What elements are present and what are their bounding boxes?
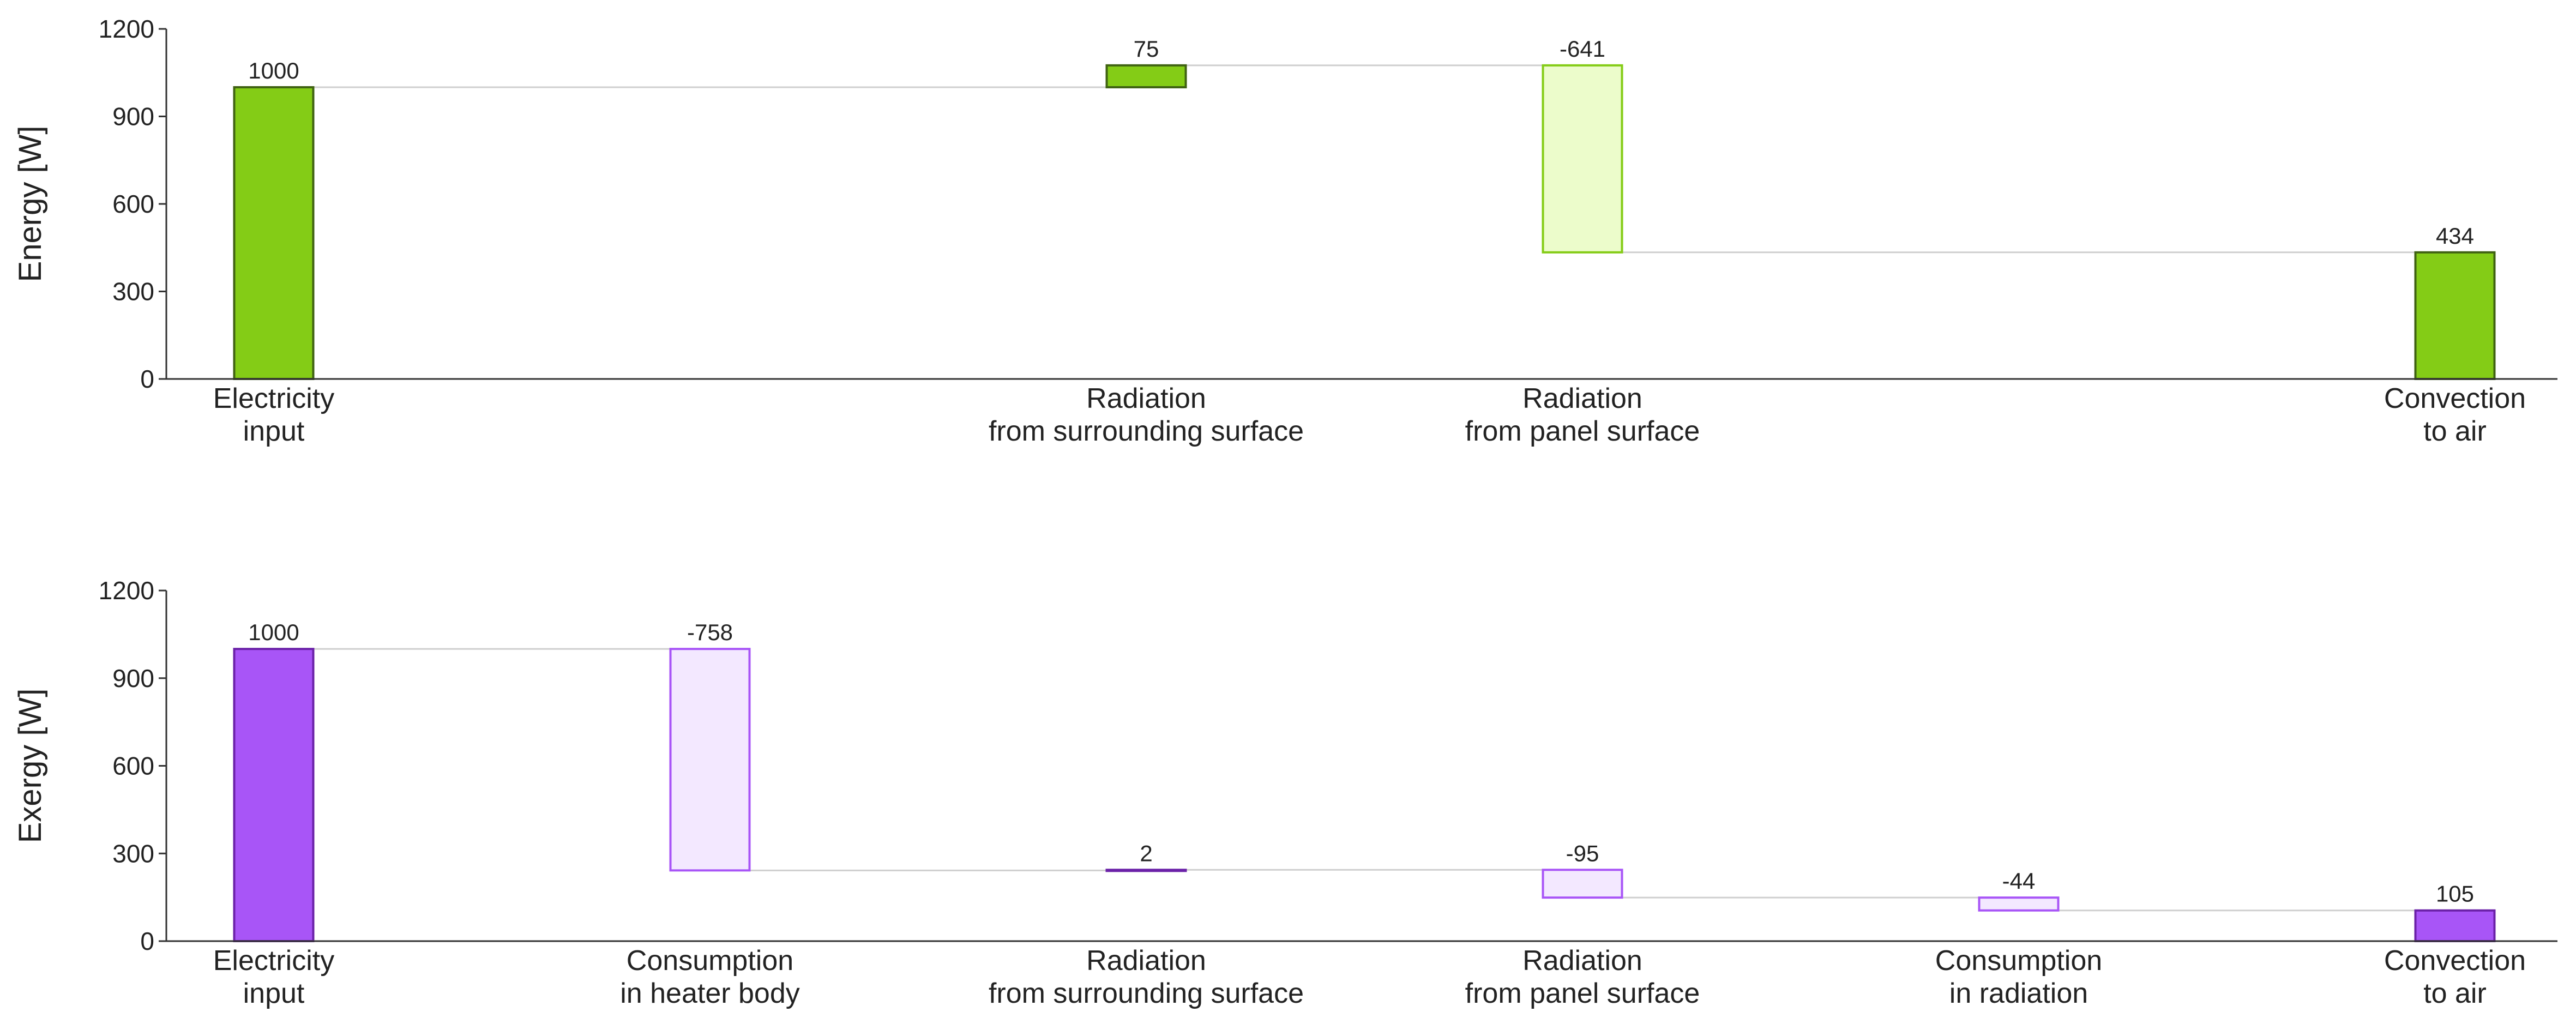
category-label-line: from surrounding surface — [989, 415, 1304, 447]
data-label: -95 — [1566, 840, 1599, 866]
y-tick-label: 1200 — [99, 576, 154, 605]
category-label: Radiation from surrounding surface — [989, 945, 1304, 1009]
bar — [669, 648, 751, 872]
category-label-line: in heater body — [620, 978, 800, 1009]
y-tick-label: 900 — [112, 103, 154, 131]
data-label: 1000 — [248, 58, 299, 83]
data-label: 434 — [2436, 223, 2474, 249]
bar — [1978, 896, 2060, 912]
category-label-line: Convection — [2384, 945, 2526, 977]
category-label: Radiation from panel surface — [1465, 383, 1700, 447]
bar — [2414, 251, 2496, 380]
bar — [1542, 64, 1623, 254]
y-tick-label: 0 — [140, 927, 154, 955]
category-label: Electricity input — [213, 945, 334, 1009]
category-label-line: Convection — [2384, 383, 2526, 414]
category-label-line: from surrounding surface — [989, 978, 1304, 1009]
category-label-line: in radiation — [1949, 978, 2088, 1009]
y-tick-label: 300 — [112, 839, 154, 868]
y-axis-title: Exergy [W] — [13, 689, 48, 844]
bar — [233, 648, 315, 942]
category-label-line: from panel surface — [1465, 978, 1700, 1009]
y-tick-label: 0 — [140, 365, 154, 393]
category-label-line: Electricity — [213, 945, 334, 977]
data-label: -758 — [687, 619, 733, 645]
data-label: -44 — [2002, 868, 2036, 894]
category-label-line: Electricity — [213, 383, 334, 414]
category-label-line: from panel surface — [1465, 415, 1700, 447]
y-tick-label: 900 — [112, 664, 154, 692]
category-label: Consumption in radiation — [1935, 945, 2102, 1009]
data-label: 105 — [2436, 881, 2474, 907]
bar — [1105, 64, 1187, 88]
bar — [1542, 869, 1623, 899]
data-label: 75 — [1134, 36, 1159, 62]
category-label-line: to air — [2423, 415, 2487, 447]
data-label: -641 — [1560, 36, 1605, 62]
y-tick-label: 600 — [112, 190, 154, 218]
y-axis-title: Energy [W] — [13, 126, 48, 282]
y-tick-label: 600 — [112, 752, 154, 780]
y-tick-label: 1200 — [99, 15, 154, 43]
category-label-line: to air — [2423, 978, 2487, 1009]
bar — [233, 86, 315, 380]
data-label: 1000 — [248, 619, 299, 645]
category-label-line: Consumption — [627, 945, 793, 977]
category-label: Radiation from surrounding surface — [989, 383, 1304, 447]
bar — [1105, 869, 1187, 872]
category-label-line: input — [243, 978, 305, 1009]
data-label: 2 — [1140, 840, 1152, 866]
category-label-line: Radiation — [1522, 945, 1642, 977]
category-label-line: Radiation — [1086, 383, 1206, 414]
category-label: Electricity input — [213, 383, 334, 447]
category-label-line: Consumption — [1935, 945, 2102, 977]
bar — [2414, 909, 2496, 943]
category-label: Consumption in heater body — [620, 945, 800, 1009]
category-label: Radiation from panel surface — [1465, 945, 1700, 1009]
category-label-line: Radiation — [1522, 383, 1642, 414]
category-label-line: input — [243, 415, 305, 447]
category-label-line: Radiation — [1086, 945, 1206, 977]
y-tick-label: 300 — [112, 278, 154, 306]
category-label: Convection to air — [2384, 383, 2526, 447]
category-label: Convection to air — [2384, 945, 2526, 1009]
